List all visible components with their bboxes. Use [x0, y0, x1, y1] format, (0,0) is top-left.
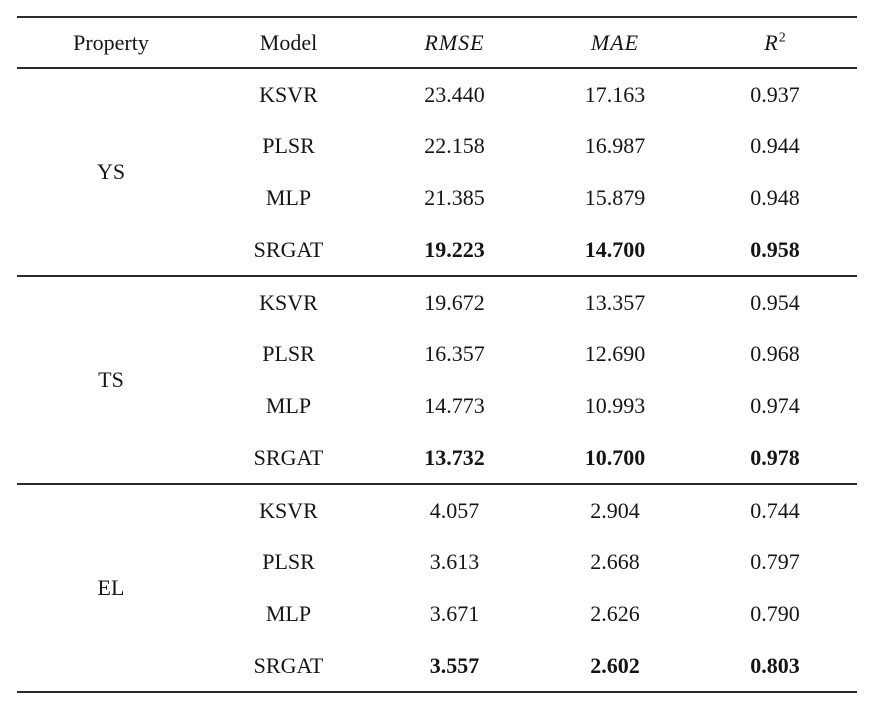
model-cell: KSVR: [259, 81, 318, 107]
rmse-cell: 14.773: [424, 393, 485, 418]
rmse-cell: 4.057: [429, 497, 480, 523]
mae-cell: 14.700: [584, 236, 646, 262]
group-ys: YS KSVR 23.440 17.163 0.937 PLSR 22.158 …: [17, 68, 857, 276]
rmse-cell: 13.732: [424, 444, 485, 470]
table-row: MLP 3.671 2.626 0.790: [17, 588, 857, 640]
model-cell: SRGAT: [253, 652, 324, 678]
table-row: PLSR 22.158 16.987 0.944: [17, 120, 857, 172]
table-header: Property Model RMSE MAE R2: [17, 17, 857, 68]
mae-cell: 10.700: [584, 444, 646, 470]
property-label-ys: YS: [96, 159, 126, 184]
rmse-cell: 3.613: [429, 549, 480, 574]
property-label-ts: TS: [98, 367, 124, 392]
mae-cell: 2.602: [590, 652, 640, 678]
r2-cell: 0.944: [750, 133, 800, 158]
r2-cell: 0.803: [750, 652, 800, 678]
model-cell: PLSR: [262, 133, 315, 158]
r2-cell: 0.744: [750, 497, 800, 523]
column-header-mae: MAE: [590, 29, 640, 55]
group-ts: TS KSVR 19.672 13.357 0.954 PLSR 16.357 …: [17, 276, 857, 484]
mae-cell: 2.904: [590, 497, 640, 523]
r2-cell: 0.954: [750, 289, 800, 315]
r2-exponent: 2: [778, 30, 786, 46]
mae-cell: 10.993: [584, 393, 646, 418]
mae-cell: 12.690: [584, 341, 646, 366]
table-row: PLSR 3.613 2.668 0.797: [17, 536, 857, 588]
r2-cell: 0.948: [750, 185, 800, 210]
property-label-el: EL: [97, 575, 125, 600]
table-row-best: SRGAT 3.557 2.602 0.803: [17, 640, 857, 692]
mae-cell: 15.879: [584, 185, 646, 210]
group-el: EL KSVR 4.057 2.904 0.744 PLSR 3.613 2.6…: [17, 484, 857, 692]
model-cell: SRGAT: [253, 236, 324, 262]
model-cell: KSVR: [259, 497, 318, 523]
model-cell: PLSR: [262, 549, 315, 574]
r2-cell: 0.968: [750, 341, 800, 366]
model-cell: SRGAT: [253, 444, 324, 470]
column-header-r2: R2: [693, 17, 857, 68]
model-comparison-table: Property Model RMSE MAE R2 YS KSVR 23.44…: [17, 16, 857, 693]
mae-cell: 2.668: [590, 549, 640, 574]
rmse-cell: 21.385: [424, 185, 485, 210]
r2-cell: 0.958: [750, 236, 800, 262]
rmse-cell: 22.158: [424, 133, 485, 158]
mae-cell: 17.163: [584, 81, 646, 107]
table-row: MLP 21.385 15.879 0.948: [17, 172, 857, 224]
mae-cell: 16.987: [584, 133, 646, 158]
model-cell: MLP: [265, 393, 312, 418]
mae-cell: 13.357: [584, 289, 646, 315]
table-row: MLP 14.773 10.993 0.974: [17, 380, 857, 432]
rmse-cell: 3.557: [429, 652, 480, 678]
header-row: Property Model RMSE MAE R2: [17, 17, 857, 68]
rmse-cell: 16.357: [424, 341, 485, 366]
rmse-cell: 23.440: [424, 81, 485, 107]
table-row: TS KSVR 19.672 13.357 0.954: [17, 276, 857, 391]
r2-cell: 0.797: [750, 549, 800, 574]
table-row-best: SRGAT 19.223 14.700 0.958: [17, 224, 857, 276]
r2-cell: 0.937: [750, 81, 800, 107]
r2-base: R: [764, 29, 779, 55]
rmse-cell: 19.223: [424, 236, 485, 262]
rmse-cell: 3.671: [429, 601, 480, 626]
table-row: EL KSVR 4.057 2.904 0.744: [17, 484, 857, 599]
mae-cell: 2.626: [590, 601, 640, 626]
column-header-model: Model: [259, 29, 318, 55]
r2-cell: 0.790: [750, 601, 800, 626]
model-cell: PLSR: [262, 341, 315, 366]
table-row: PLSR 16.357 12.690 0.968: [17, 328, 857, 380]
model-cell: MLP: [265, 185, 312, 210]
r2-cell: 0.978: [750, 444, 800, 470]
model-cell: KSVR: [259, 289, 318, 315]
column-header-rmse: RMSE: [424, 29, 485, 55]
rmse-cell: 19.672: [424, 289, 485, 315]
model-cell: MLP: [265, 601, 312, 626]
table-row: YS KSVR 23.440 17.163 0.937: [17, 68, 857, 183]
column-header-property: Property: [73, 29, 149, 55]
table-row-best: SRGAT 13.732 10.700 0.978: [17, 432, 857, 484]
r2-cell: 0.974: [750, 393, 800, 418]
